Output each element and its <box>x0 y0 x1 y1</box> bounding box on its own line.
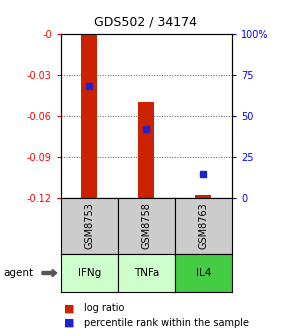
Text: IL4: IL4 <box>196 268 211 278</box>
Text: log ratio: log ratio <box>84 303 124 313</box>
Text: ■: ■ <box>64 303 74 313</box>
Text: agent: agent <box>3 268 34 278</box>
Text: ■: ■ <box>64 318 74 328</box>
Text: GSM8753: GSM8753 <box>84 203 95 249</box>
Text: IFNg: IFNg <box>78 268 101 278</box>
Text: GSM8763: GSM8763 <box>198 203 209 249</box>
Text: GSM8758: GSM8758 <box>142 203 151 249</box>
Text: percentile rank within the sample: percentile rank within the sample <box>84 318 249 328</box>
Bar <box>81 34 97 198</box>
Text: TNFa: TNFa <box>134 268 159 278</box>
Bar <box>138 102 155 198</box>
Text: GDS502 / 34174: GDS502 / 34174 <box>93 15 197 28</box>
Bar <box>195 196 211 198</box>
